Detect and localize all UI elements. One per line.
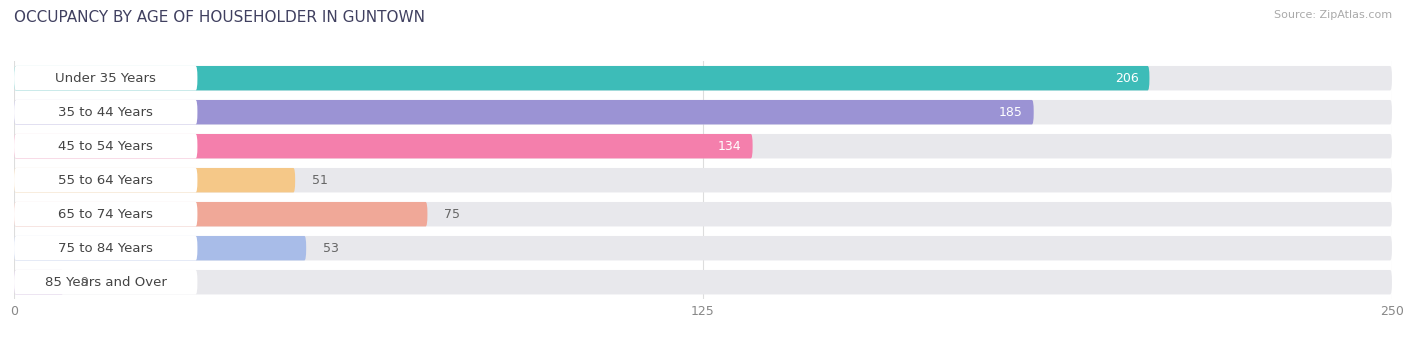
FancyBboxPatch shape xyxy=(14,270,63,294)
Text: Source: ZipAtlas.com: Source: ZipAtlas.com xyxy=(1274,10,1392,20)
FancyBboxPatch shape xyxy=(14,100,197,124)
Text: OCCUPANCY BY AGE OF HOUSEHOLDER IN GUNTOWN: OCCUPANCY BY AGE OF HOUSEHOLDER IN GUNTO… xyxy=(14,10,425,25)
Text: 134: 134 xyxy=(718,140,741,153)
Text: 206: 206 xyxy=(1115,72,1139,85)
Text: 55 to 64 Years: 55 to 64 Years xyxy=(58,174,153,187)
FancyBboxPatch shape xyxy=(14,202,1392,226)
Text: 85 Years and Over: 85 Years and Over xyxy=(45,276,167,289)
Text: 75: 75 xyxy=(444,208,460,221)
FancyBboxPatch shape xyxy=(14,270,1392,294)
Text: 9: 9 xyxy=(80,276,89,289)
FancyBboxPatch shape xyxy=(14,202,197,226)
Text: 51: 51 xyxy=(312,174,328,187)
FancyBboxPatch shape xyxy=(14,236,1392,260)
FancyBboxPatch shape xyxy=(14,66,1392,90)
FancyBboxPatch shape xyxy=(14,134,1392,158)
FancyBboxPatch shape xyxy=(14,168,197,192)
Text: 45 to 54 Years: 45 to 54 Years xyxy=(58,140,153,153)
FancyBboxPatch shape xyxy=(14,134,752,158)
FancyBboxPatch shape xyxy=(14,168,1392,192)
Text: Under 35 Years: Under 35 Years xyxy=(55,72,156,85)
Text: 53: 53 xyxy=(323,242,339,255)
FancyBboxPatch shape xyxy=(14,100,1392,124)
Text: 65 to 74 Years: 65 to 74 Years xyxy=(58,208,153,221)
FancyBboxPatch shape xyxy=(14,66,197,90)
FancyBboxPatch shape xyxy=(14,66,1150,90)
Text: 35 to 44 Years: 35 to 44 Years xyxy=(58,106,153,119)
FancyBboxPatch shape xyxy=(14,134,197,158)
FancyBboxPatch shape xyxy=(14,100,1033,124)
FancyBboxPatch shape xyxy=(14,168,295,192)
Text: 75 to 84 Years: 75 to 84 Years xyxy=(58,242,153,255)
Text: 185: 185 xyxy=(998,106,1022,119)
FancyBboxPatch shape xyxy=(14,270,197,294)
FancyBboxPatch shape xyxy=(14,202,427,226)
FancyBboxPatch shape xyxy=(14,236,307,260)
FancyBboxPatch shape xyxy=(14,236,197,260)
